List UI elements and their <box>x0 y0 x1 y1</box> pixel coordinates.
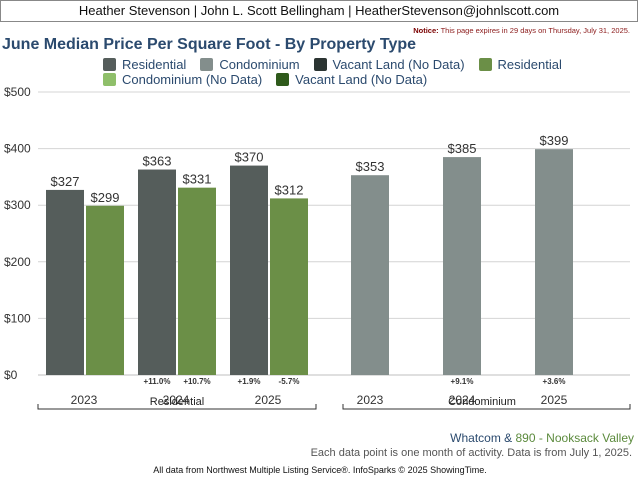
legend-label: Condominium (No Data) <box>122 72 263 87</box>
bar <box>46 189 84 375</box>
x-tick-label: 2023 <box>357 393 384 407</box>
agent-header: Heather Stevenson | John L. Scott Bellin… <box>0 0 638 22</box>
change-label: +10.7% <box>183 377 210 386</box>
legend-label: Condominium <box>219 57 300 72</box>
x-tick-label: 2025 <box>541 393 568 407</box>
x-tick-label: 2025 <box>255 393 282 407</box>
y-tick-label: $200 <box>4 255 31 269</box>
legend-item-vacant-land[interactable]: Vacant Land (No Data) <box>313 57 465 72</box>
legend-row-2: Condominium (No Data) Vacant Land (No Da… <box>103 72 441 87</box>
change-label: +3.6% <box>543 377 566 386</box>
legend-label: Vacant Land (No Data) <box>295 72 428 87</box>
bar <box>138 169 176 375</box>
bar <box>535 149 573 375</box>
y-tick-label: $100 <box>4 311 31 325</box>
expiry-notice: Notice: This page expires in 29 days on … <box>413 26 630 35</box>
bar <box>178 187 216 375</box>
bar-value-label: $353 <box>356 159 385 174</box>
change-label: +11.0% <box>144 377 171 386</box>
legend-swatch <box>276 73 290 86</box>
location-area: Whatcom <box>450 431 501 445</box>
bar-chart: $500 $400 $300 $200 $100 $0 $327 $363 +11.0% $370… <box>4 85 631 410</box>
group-bracket <box>37 404 317 410</box>
y-tick-label: $500 <box>4 85 31 99</box>
bar-value-label: $370 <box>235 150 264 165</box>
bar <box>351 175 389 375</box>
location-filter: Whatcom & 890 - Nooksack Valley <box>450 431 634 445</box>
bar-value-label: $312 <box>275 182 304 197</box>
notice-label: Notice: <box>413 26 439 35</box>
x-tick-label: 2023 <box>71 393 98 407</box>
change-label: -5.7% <box>279 377 300 386</box>
legend-item-condominium-nodata[interactable]: Condominium (No Data) <box>103 72 262 87</box>
legend-row-1: Residential Condominium Vacant Land (No … <box>103 57 576 72</box>
bar <box>230 165 268 375</box>
bar <box>443 157 481 375</box>
bar-value-label: $399 <box>540 133 569 148</box>
legend-swatch <box>103 73 116 86</box>
legend-item-vacant-land-nodata[interactable]: Vacant Land (No Data) <box>276 72 427 87</box>
legend-label: Residential <box>497 57 562 72</box>
legend-label: Vacant Land (No Data) <box>332 57 465 72</box>
bar-value-label: $327 <box>51 174 80 189</box>
agent-line: Heather Stevenson | John L. Scott Bellin… <box>78 3 560 18</box>
bar-value-label: $331 <box>183 172 212 187</box>
y-tick-label: $400 <box>4 142 31 156</box>
legend-label: Residential <box>122 57 187 72</box>
y-tick-label: $300 <box>4 198 31 212</box>
x-tick-label: 2024 <box>163 393 190 407</box>
legend-swatch <box>313 58 327 71</box>
legend-swatch <box>478 58 492 71</box>
legend-item-residential-dark[interactable]: Residential <box>103 57 186 72</box>
y-tick-label: $0 <box>4 368 18 382</box>
location-district: 890 - Nooksack Valley <box>515 431 635 445</box>
legend-swatch <box>200 58 214 71</box>
bar <box>270 198 308 375</box>
legend-item-condominium[interactable]: Condominium <box>200 57 300 72</box>
group-bracket <box>342 404 631 410</box>
legend-swatch <box>103 58 116 71</box>
bar-value-label: $385 <box>448 141 477 156</box>
location-amp: & <box>500 431 516 445</box>
data-source: All data from Northwest Multiple Listing… <box>153 465 487 475</box>
chart-title: June Median Price Per Square Foot - By P… <box>2 36 417 53</box>
notice-text: This page expires in 29 days on Thursday… <box>440 26 630 35</box>
bar <box>86 205 124 375</box>
legend-item-residential-green[interactable]: Residential <box>478 57 562 72</box>
x-tick-label: 2024 <box>449 393 476 407</box>
data-note: Each data point is one month of activity… <box>310 447 632 459</box>
group-label-residential: Residential <box>149 396 205 408</box>
bar-value-label: $363 <box>143 154 172 169</box>
change-label: +9.1% <box>451 377 474 386</box>
bar-value-label: $299 <box>91 190 120 205</box>
change-label: +1.9% <box>238 377 261 386</box>
group-label-condominium: Condominium <box>448 396 516 408</box>
